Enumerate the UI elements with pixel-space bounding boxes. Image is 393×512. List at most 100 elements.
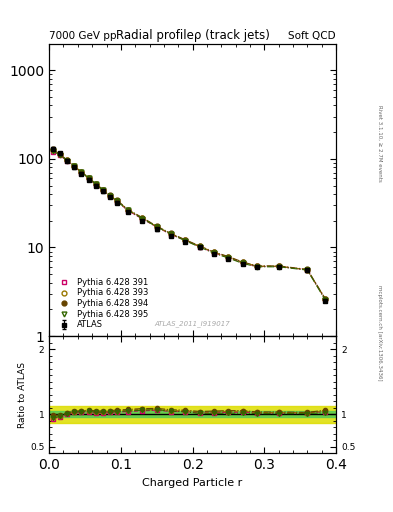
Pythia 6.428 395 bbox=[72, 163, 77, 169]
Text: 7000 GeV pp: 7000 GeV pp bbox=[49, 31, 117, 41]
Pythia 6.428 395 bbox=[197, 244, 202, 250]
Pythia 6.428 395 bbox=[276, 264, 281, 270]
Pythia 6.428 394 bbox=[323, 295, 328, 302]
Pythia 6.428 391 bbox=[323, 296, 328, 303]
Line: Pythia 6.428 395: Pythia 6.428 395 bbox=[50, 149, 328, 303]
Pythia 6.428 394 bbox=[94, 181, 98, 187]
Pythia 6.428 393 bbox=[226, 254, 231, 260]
Pythia 6.428 391 bbox=[50, 149, 55, 155]
Pythia 6.428 394 bbox=[86, 175, 91, 181]
Pythia 6.428 395 bbox=[305, 267, 310, 273]
Pythia 6.428 395 bbox=[140, 216, 145, 222]
Pythia 6.428 395 bbox=[226, 255, 231, 261]
Pythia 6.428 395 bbox=[183, 238, 188, 244]
Pythia 6.428 395 bbox=[101, 187, 105, 194]
Pythia 6.428 391 bbox=[72, 163, 77, 169]
Pythia 6.428 394 bbox=[140, 215, 145, 221]
Pythia 6.428 395 bbox=[115, 198, 119, 204]
Pythia 6.428 393 bbox=[108, 193, 112, 199]
Pythia 6.428 394 bbox=[226, 253, 231, 260]
Pythia 6.428 395 bbox=[65, 158, 70, 164]
Text: Rivet 3.1.10, ≥ 2.7M events: Rivet 3.1.10, ≥ 2.7M events bbox=[377, 105, 382, 182]
Pythia 6.428 393 bbox=[86, 175, 91, 181]
Pythia 6.428 393 bbox=[169, 231, 173, 237]
Pythia 6.428 395 bbox=[86, 175, 91, 181]
Pythia 6.428 395 bbox=[323, 297, 328, 303]
Pythia 6.428 395 bbox=[241, 261, 245, 267]
Pythia 6.428 391 bbox=[86, 176, 91, 182]
Pythia 6.428 395 bbox=[212, 250, 217, 257]
Pythia 6.428 393 bbox=[197, 243, 202, 249]
Pythia 6.428 394 bbox=[57, 151, 62, 157]
Pythia 6.428 395 bbox=[94, 181, 98, 187]
Pythia 6.428 391 bbox=[126, 207, 130, 214]
Line: Pythia 6.428 394: Pythia 6.428 394 bbox=[50, 147, 328, 301]
Pythia 6.428 394 bbox=[108, 192, 112, 198]
Pythia 6.428 394 bbox=[183, 237, 188, 243]
Pythia 6.428 395 bbox=[79, 169, 84, 175]
Pythia 6.428 395 bbox=[57, 152, 62, 158]
Pythia 6.428 393 bbox=[72, 163, 77, 169]
Pythia 6.428 394 bbox=[72, 163, 77, 169]
Pythia 6.428 391 bbox=[169, 231, 173, 238]
Bar bbox=[49, 406, 336, 422]
Pythia 6.428 391 bbox=[115, 199, 119, 205]
Pythia 6.428 391 bbox=[183, 238, 188, 244]
Pythia 6.428 391 bbox=[79, 169, 84, 176]
Pythia 6.428 394 bbox=[65, 157, 70, 163]
Pythia 6.428 394 bbox=[101, 186, 105, 193]
Legend: Pythia 6.428 391, Pythia 6.428 393, Pythia 6.428 394, Pythia 6.428 395, ATLAS: Pythia 6.428 391, Pythia 6.428 393, Pyth… bbox=[53, 275, 151, 332]
Y-axis label: Ratio to ATLAS: Ratio to ATLAS bbox=[18, 361, 27, 428]
Line: Pythia 6.428 393: Pythia 6.428 393 bbox=[50, 148, 328, 302]
Pythia 6.428 391 bbox=[154, 224, 159, 230]
Pythia 6.428 394 bbox=[50, 146, 55, 153]
Pythia 6.428 393 bbox=[276, 263, 281, 269]
Pythia 6.428 394 bbox=[255, 263, 259, 269]
Pythia 6.428 395 bbox=[108, 193, 112, 199]
Text: Soft QCD: Soft QCD bbox=[288, 31, 336, 41]
Pythia 6.428 393 bbox=[140, 215, 145, 221]
Text: mcplots.cern.ch [arXiv:1306.3436]: mcplots.cern.ch [arXiv:1306.3436] bbox=[377, 285, 382, 380]
Pythia 6.428 394 bbox=[197, 243, 202, 249]
Pythia 6.428 393 bbox=[255, 263, 259, 269]
Pythia 6.428 393 bbox=[101, 187, 105, 193]
Pythia 6.428 391 bbox=[65, 158, 70, 164]
Pythia 6.428 391 bbox=[197, 244, 202, 250]
Pythia 6.428 391 bbox=[226, 254, 231, 261]
Pythia 6.428 393 bbox=[126, 207, 130, 213]
Pythia 6.428 393 bbox=[79, 169, 84, 175]
Pythia 6.428 393 bbox=[50, 147, 55, 153]
Pythia 6.428 391 bbox=[276, 263, 281, 269]
Pythia 6.428 391 bbox=[94, 182, 98, 188]
Pythia 6.428 394 bbox=[169, 230, 173, 237]
Pythia 6.428 393 bbox=[212, 249, 217, 255]
Pythia 6.428 394 bbox=[154, 223, 159, 229]
Pythia 6.428 393 bbox=[94, 181, 98, 187]
Pythia 6.428 394 bbox=[126, 206, 130, 212]
Line: Pythia 6.428 391: Pythia 6.428 391 bbox=[50, 150, 328, 302]
Pythia 6.428 393 bbox=[323, 296, 328, 302]
Pythia 6.428 395 bbox=[50, 148, 55, 154]
Pythia 6.428 391 bbox=[140, 216, 145, 222]
Bar bbox=[49, 411, 336, 417]
Pythia 6.428 391 bbox=[241, 260, 245, 266]
Pythia 6.428 391 bbox=[255, 263, 259, 269]
Title: Radial profileρ (track jets): Radial profileρ (track jets) bbox=[116, 29, 270, 42]
Pythia 6.428 391 bbox=[305, 267, 310, 273]
Pythia 6.428 393 bbox=[115, 198, 119, 204]
Pythia 6.428 391 bbox=[212, 250, 217, 256]
Pythia 6.428 391 bbox=[108, 193, 112, 199]
Pythia 6.428 393 bbox=[241, 259, 245, 265]
Pythia 6.428 391 bbox=[57, 152, 62, 158]
Pythia 6.428 395 bbox=[126, 207, 130, 214]
Pythia 6.428 393 bbox=[183, 237, 188, 243]
Pythia 6.428 394 bbox=[276, 263, 281, 269]
Pythia 6.428 393 bbox=[305, 267, 310, 273]
Pythia 6.428 394 bbox=[115, 197, 119, 203]
Pythia 6.428 395 bbox=[154, 224, 159, 230]
Pythia 6.428 394 bbox=[79, 168, 84, 175]
Pythia 6.428 393 bbox=[57, 152, 62, 158]
Pythia 6.428 395 bbox=[255, 264, 259, 270]
Pythia 6.428 394 bbox=[212, 249, 217, 255]
Pythia 6.428 394 bbox=[241, 259, 245, 265]
